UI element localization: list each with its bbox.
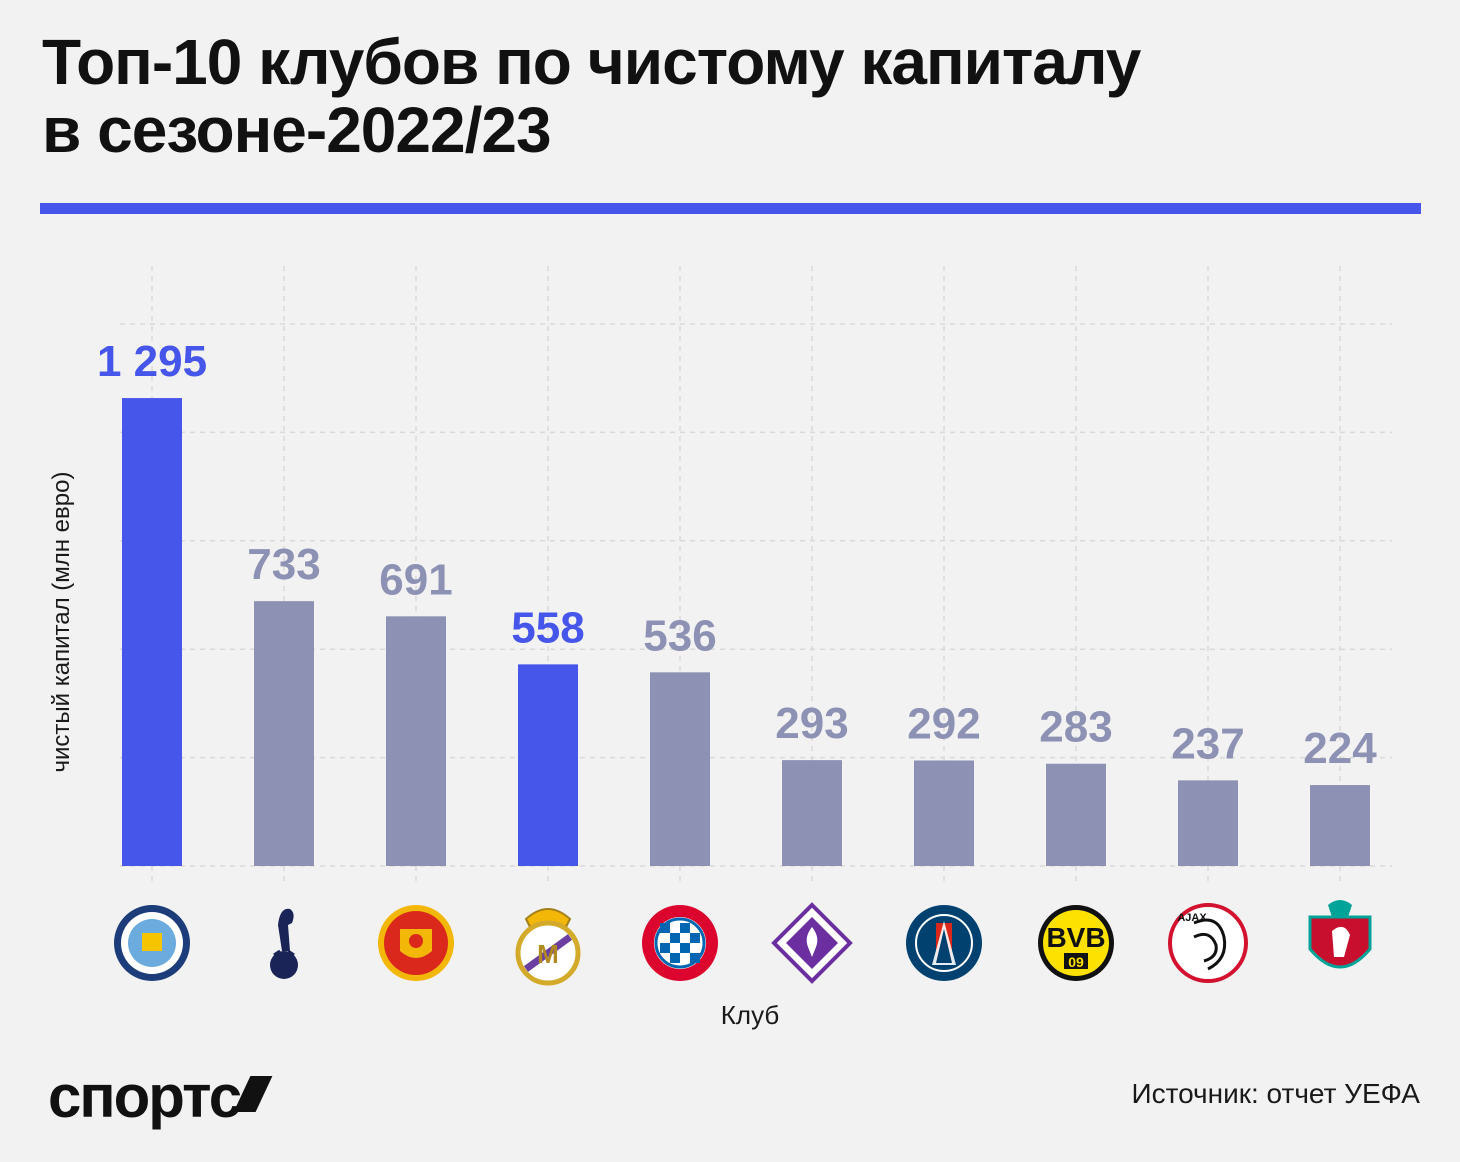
bar-value-label: 691: [379, 555, 452, 604]
page-title: Топ-10 клубов по чистому капиталу в сезо…: [42, 28, 1422, 164]
title-divider: [40, 203, 1421, 214]
x-axis-label: Клуб: [720, 1000, 780, 1030]
bar: [122, 398, 182, 866]
bar: [254, 601, 314, 866]
bar-value-label: 1 295: [97, 337, 207, 386]
title-line-2: в сезоне-2022/23: [42, 94, 552, 166]
y-axis-label: чистый капитал (млн евро): [48, 471, 75, 773]
bar: [518, 664, 578, 866]
fiorentina-logo-icon: [771, 902, 853, 984]
bar: [782, 760, 842, 866]
bar: [1178, 780, 1238, 866]
bar: [650, 672, 710, 866]
real-madrid-logo-icon: M: [515, 908, 581, 986]
bar-value-label: 536: [643, 611, 716, 660]
bar-value-label: 292: [907, 699, 980, 748]
tottenham-logo-icon: [270, 908, 298, 979]
liverpool-logo-icon: [1308, 900, 1372, 969]
bar-value-label: 224: [1303, 724, 1377, 773]
bar: [1046, 763, 1106, 866]
bar: [1310, 785, 1370, 866]
bar: [386, 616, 446, 866]
bar-value-label: 237: [1171, 719, 1244, 768]
svg-text:AJAX: AJAX: [1177, 912, 1207, 924]
bar-value-label: 733: [247, 540, 320, 589]
bar-value-label: 293: [775, 699, 848, 748]
brand-logo: спортс: [48, 1062, 273, 1131]
source-note: Источник: отчет УЕФА: [1131, 1078, 1420, 1109]
bar-value-label: 558: [511, 603, 584, 652]
bayern-munchen-logo-icon: [642, 905, 718, 981]
manchester-united-logo-icon: [378, 905, 454, 981]
bar: [914, 760, 974, 866]
psg-logo-icon: [906, 905, 982, 981]
ajax-logo-icon: AJAX: [1168, 903, 1248, 983]
svg-text:BVB: BVB: [1046, 922, 1105, 953]
chart-value-labels: 1 295 733 691 558 536 293 292 283 237 224: [97, 337, 1377, 773]
chart-bars: [122, 398, 1370, 866]
manchester-city-logo-icon: [114, 905, 190, 981]
svg-text:M: M: [537, 939, 559, 969]
svg-text:09: 09: [1068, 954, 1084, 970]
title-line-1: Топ-10 клубов по чистому капиталу: [42, 26, 1141, 98]
brand-wordmark: спортс: [48, 1063, 242, 1130]
bar-value-label: 283: [1039, 703, 1112, 752]
